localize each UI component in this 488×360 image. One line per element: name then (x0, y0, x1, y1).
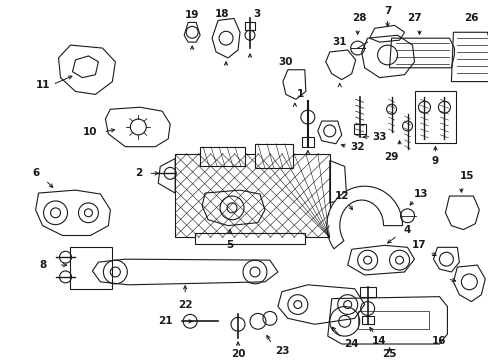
Text: 5: 5 (226, 240, 233, 250)
Text: 4: 4 (403, 225, 410, 235)
Text: 16: 16 (431, 336, 446, 346)
Text: 33: 33 (371, 132, 386, 142)
Text: 11: 11 (35, 80, 50, 90)
Bar (70, 247, 112, 289)
Text: 21: 21 (158, 316, 172, 326)
Text: 6: 6 (32, 168, 39, 178)
Polygon shape (326, 186, 402, 249)
Text: 30: 30 (278, 57, 292, 67)
Text: 3: 3 (253, 9, 260, 18)
Bar (195, 233, 304, 244)
Bar (254, 144, 292, 168)
Text: 13: 13 (413, 189, 428, 199)
Bar (353, 124, 365, 134)
Text: 22: 22 (178, 300, 192, 310)
Text: 9: 9 (431, 156, 438, 166)
Text: 24: 24 (344, 339, 358, 349)
Text: 28: 28 (352, 13, 366, 23)
Text: 15: 15 (459, 171, 474, 181)
Text: 32: 32 (350, 142, 364, 152)
Text: 27: 27 (407, 13, 421, 23)
Text: 7: 7 (383, 5, 390, 15)
Bar (175, 154, 329, 238)
Text: 10: 10 (83, 127, 98, 137)
Text: 26: 26 (463, 13, 478, 23)
Bar (361, 316, 373, 324)
Text: 17: 17 (411, 240, 426, 250)
Text: 12: 12 (334, 191, 348, 201)
Text: 14: 14 (371, 336, 386, 346)
Text: 25: 25 (382, 349, 396, 359)
Text: 20: 20 (230, 349, 245, 359)
Bar (359, 287, 375, 297)
Bar (244, 22, 254, 30)
Bar (414, 91, 455, 143)
Text: 8: 8 (39, 260, 46, 270)
Bar (357, 311, 428, 329)
Text: 19: 19 (184, 9, 199, 19)
Bar (200, 147, 244, 166)
Text: 1: 1 (297, 89, 304, 99)
Text: 18: 18 (214, 9, 229, 18)
Text: 29: 29 (384, 152, 398, 162)
Bar (301, 137, 313, 147)
Text: 2: 2 (134, 168, 142, 178)
Text: 31: 31 (332, 37, 346, 47)
Text: 23: 23 (274, 346, 288, 356)
